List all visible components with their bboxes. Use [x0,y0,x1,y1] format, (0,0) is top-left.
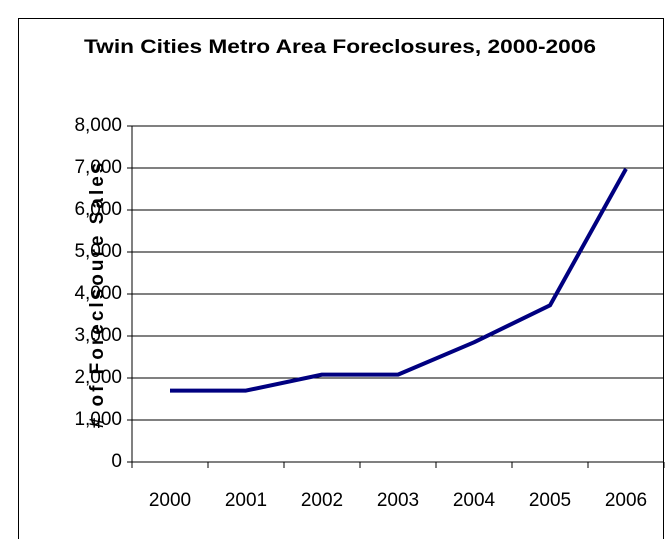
y-tick-label: 5,000 [74,241,122,262]
y-tick-label: 7,000 [74,157,122,178]
y-tick-label: 2,000 [74,367,122,388]
y-tick-label: 6,000 [74,199,122,220]
x-tick-label: 2002 [301,490,343,511]
y-tick-label: 3,000 [74,325,122,346]
x-tick-label: 2000 [149,490,191,511]
y-tick-label: 1,000 [74,409,122,430]
x-tick-label: 2004 [453,490,496,511]
y-axis-label: # of Foreclsoure Sales [87,160,108,429]
chart-title: Twin Cities Metro Area Foreclosures, 200… [84,37,596,58]
x-tick-label: 2003 [377,490,419,511]
y-tick-label: 4,000 [74,283,122,304]
data-line [170,167,628,393]
x-tick-label: 2001 [225,490,267,511]
chart-frame [18,18,664,539]
y-tick-label: 0 [111,451,122,472]
x-tick-label: 2006 [605,490,647,511]
x-tick-label: 2005 [529,490,571,511]
y-tick-label: 8,000 [74,115,122,136]
